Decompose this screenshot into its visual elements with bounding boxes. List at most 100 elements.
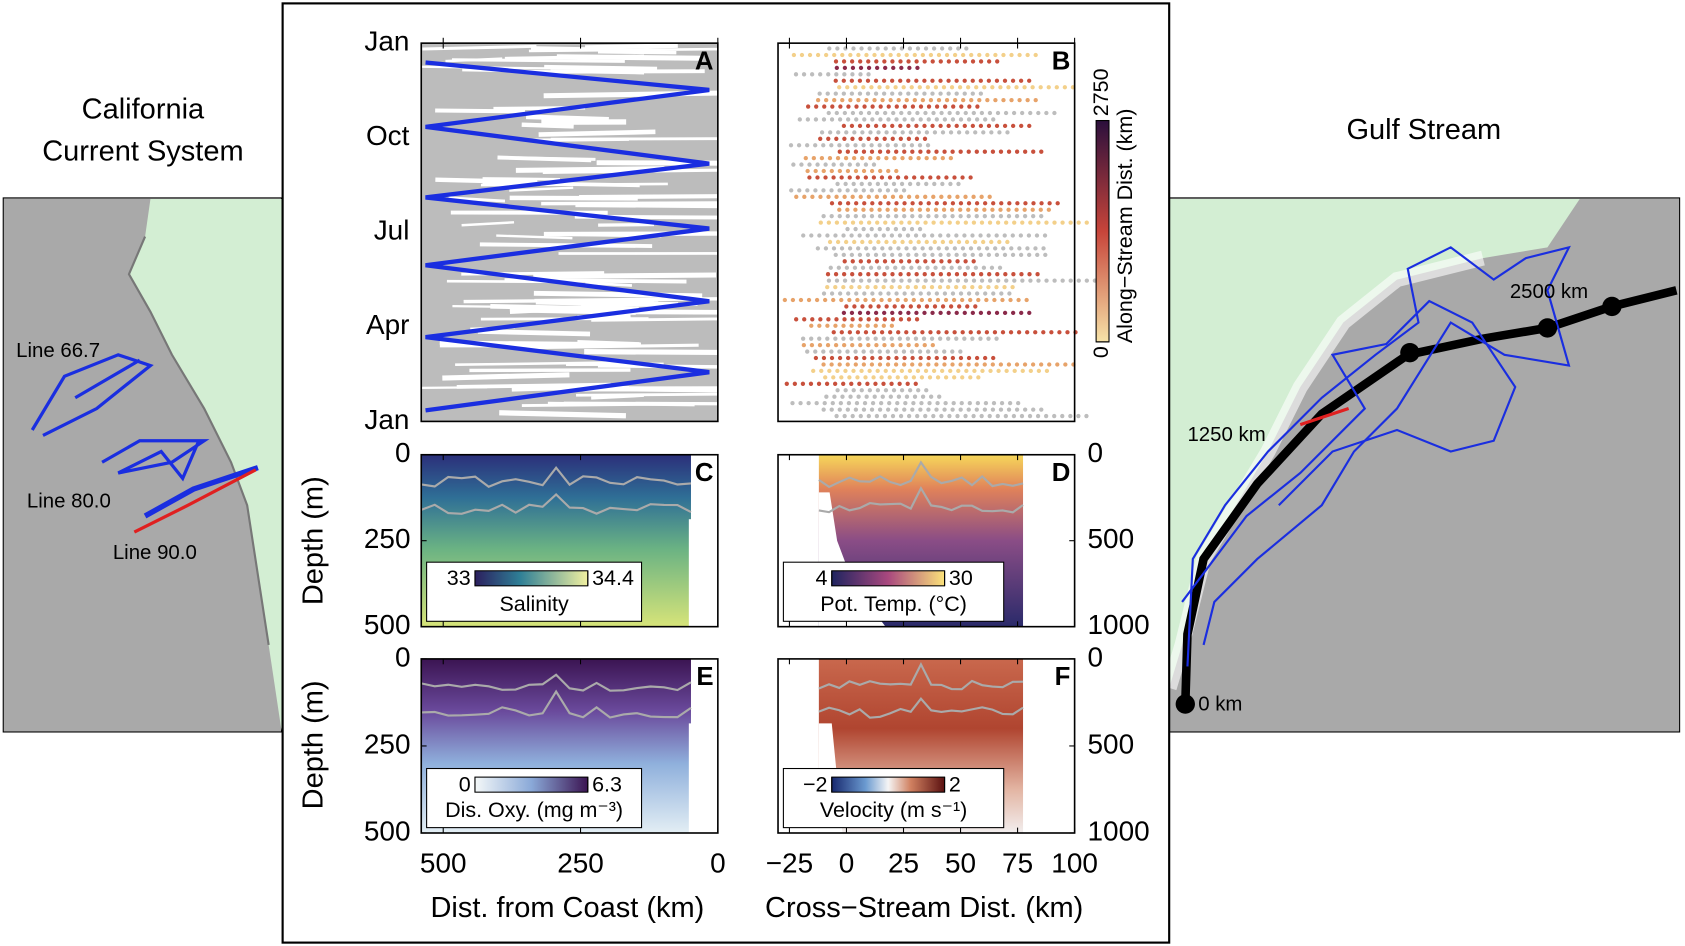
dot	[931, 110, 936, 116]
dot	[958, 149, 963, 154]
dot	[891, 220, 896, 225]
dot	[848, 394, 853, 399]
colorbar	[831, 570, 946, 587]
dot	[829, 214, 834, 219]
dot	[873, 310, 879, 316]
dot	[815, 175, 820, 180]
dot	[914, 252, 919, 258]
dot	[943, 401, 948, 406]
dot	[890, 413, 896, 419]
dot	[904, 52, 909, 58]
dot	[1041, 246, 1046, 251]
colorbar-tick-label: 4	[816, 566, 828, 590]
dot	[954, 284, 959, 290]
dot	[971, 110, 976, 116]
dot	[828, 265, 833, 270]
dot	[866, 59, 871, 64]
dot	[865, 336, 870, 341]
dot	[875, 388, 881, 393]
dot	[1012, 368, 1017, 374]
dot	[906, 413, 912, 419]
dot	[982, 149, 988, 154]
dot	[1006, 214, 1012, 219]
x-tick-label: 75	[1002, 848, 1033, 879]
dot	[950, 117, 956, 122]
dot	[899, 181, 905, 187]
dot	[902, 117, 907, 122]
dot	[963, 110, 968, 116]
dot	[882, 413, 888, 419]
dot	[886, 201, 891, 206]
dot	[1068, 413, 1073, 419]
dot	[878, 355, 883, 361]
dot	[939, 110, 944, 116]
dot	[914, 59, 919, 64]
dot	[860, 130, 865, 135]
dot	[857, 233, 862, 238]
dot	[829, 349, 834, 354]
dot	[867, 368, 872, 374]
dot	[945, 284, 951, 290]
dot	[926, 362, 931, 367]
dot	[898, 78, 903, 83]
dot	[994, 123, 1000, 129]
dot	[886, 355, 891, 361]
dot	[886, 104, 891, 109]
dot	[934, 214, 939, 219]
panel-bg	[778, 43, 1075, 422]
dot	[880, 52, 885, 58]
dot	[881, 233, 886, 238]
dot	[845, 201, 851, 206]
dot	[979, 110, 985, 116]
dot	[987, 278, 993, 283]
dot	[885, 407, 891, 412]
dot	[944, 330, 949, 335]
dot	[899, 110, 904, 116]
dot	[960, 246, 966, 251]
dot	[1002, 252, 1008, 258]
dot	[962, 284, 967, 290]
dot	[906, 59, 911, 64]
dot	[862, 104, 867, 109]
dot	[904, 97, 909, 103]
dot	[873, 381, 878, 386]
dot	[797, 188, 802, 193]
dot	[990, 407, 996, 412]
dot	[833, 323, 838, 328]
dot	[834, 317, 839, 322]
dot	[1018, 78, 1024, 83]
dot	[876, 239, 881, 245]
dot	[788, 143, 794, 148]
dot	[949, 207, 955, 212]
dot	[998, 149, 1004, 154]
dot	[833, 233, 838, 238]
dot	[881, 78, 887, 83]
dot	[856, 246, 861, 251]
dot	[823, 175, 828, 180]
dot	[915, 413, 920, 419]
dot	[817, 342, 823, 348]
stripe	[499, 410, 626, 419]
contour	[818, 696, 1024, 719]
dot	[897, 381, 902, 386]
dot	[842, 220, 848, 225]
dot	[864, 246, 869, 251]
dot	[1011, 272, 1016, 277]
dot	[898, 91, 903, 96]
dot	[980, 368, 985, 374]
dot	[858, 342, 863, 348]
dot	[837, 188, 842, 193]
dot	[842, 110, 848, 116]
dot	[982, 214, 987, 219]
dot	[1012, 220, 1017, 225]
dot	[866, 72, 871, 77]
dot	[947, 413, 952, 419]
dot	[818, 220, 823, 225]
dot	[919, 401, 924, 406]
dot	[911, 401, 916, 406]
stripe	[515, 166, 665, 173]
dot	[833, 59, 839, 64]
gap	[688, 723, 696, 833]
y-axis-label: Depth (m)	[298, 476, 330, 605]
dot	[959, 104, 964, 109]
